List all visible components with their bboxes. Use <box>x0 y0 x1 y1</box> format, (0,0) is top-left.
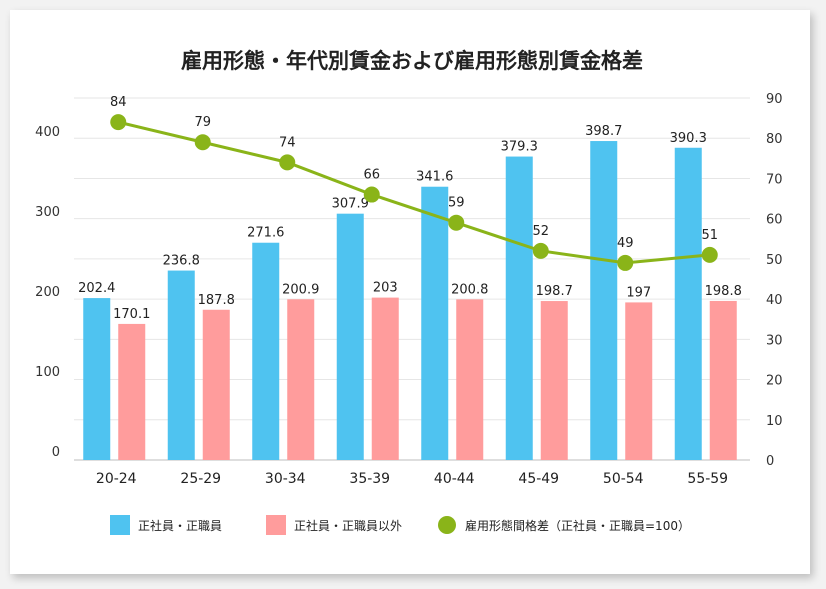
line-series <box>110 114 718 271</box>
line-data-label: 59 <box>448 196 465 211</box>
bar-regular <box>167 270 195 460</box>
bar-non-regular <box>118 323 146 460</box>
legend-label: 雇用形態間格差（正社員・正職員=100） <box>465 518 690 533</box>
bar-non-regular <box>709 300 737 460</box>
right-axis-tick-label: 30 <box>766 333 783 348</box>
right-axis-tick-label: 10 <box>766 414 783 429</box>
legend-swatch <box>438 516 456 534</box>
category-tick-label: 50-54 <box>603 471 644 487</box>
legend-label: 正社員・正職員 <box>138 518 222 533</box>
bar-regular <box>252 242 280 460</box>
line-data-label: 74 <box>279 135 296 150</box>
bar-non-regular <box>287 299 315 460</box>
line-point <box>279 154 296 171</box>
line-data-labels: 84 79 74 66 59 52 49 51 <box>110 95 718 251</box>
bar-non-regular <box>540 301 568 460</box>
line-data-label: 52 <box>532 224 549 239</box>
line-point <box>617 254 634 271</box>
category-tick-label: 35-39 <box>349 471 390 487</box>
category-tick-label: 25-29 <box>180 471 221 487</box>
bar-regular <box>674 147 702 460</box>
right-axis-tick-label: 60 <box>766 213 783 228</box>
left-axis-tick-label: 100 <box>35 365 60 380</box>
line-point <box>532 242 549 259</box>
bar-regular <box>421 186 449 460</box>
line-point <box>194 134 211 151</box>
category-tick-label: 20-24 <box>96 471 137 487</box>
bar-non-regular <box>371 297 399 460</box>
bar-data-label: 271.6 <box>247 226 284 241</box>
category-tick-label: 40-44 <box>434 471 475 487</box>
bar-data-label: 379.3 <box>501 140 538 155</box>
legend-swatch <box>110 515 130 535</box>
bar-non-regular <box>625 302 653 460</box>
bar-series <box>83 141 737 461</box>
right-axis-ticks: 0 10 20 30 40 50 60 70 80 90 <box>766 92 783 469</box>
line-data-label: 49 <box>617 236 634 251</box>
bar-data-label: 202.4 <box>78 281 115 296</box>
bar-regular <box>83 298 111 460</box>
bar-data-label: 198.7 <box>536 284 573 299</box>
left-axis-tick-label: 200 <box>35 285 60 300</box>
category-tick-label: 55-59 <box>687 471 728 487</box>
bar-regular <box>505 156 533 460</box>
legend-swatch <box>266 515 286 535</box>
right-axis-tick-label: 90 <box>766 92 783 107</box>
line-point <box>110 114 127 131</box>
category-tick-label: 30-34 <box>265 471 306 487</box>
bar-data-label: 390.3 <box>670 131 707 146</box>
line-data-label: 84 <box>110 95 127 110</box>
bar-data-label: 197 <box>626 285 651 300</box>
bar-data-label: 341.6 <box>416 170 453 185</box>
bar-data-label: 170.1 <box>113 307 150 322</box>
bar-data-label: 236.8 <box>163 254 200 269</box>
bar-data-label: 307.9 <box>332 197 369 212</box>
right-axis-tick-label: 40 <box>766 293 783 308</box>
legend: 正社員・正職員 正社員・正職員以外 雇用形態間格差（正社員・正職員=100） <box>110 515 690 535</box>
bar-data-label: 200.9 <box>282 282 319 297</box>
legend-label: 正社員・正職員以外 <box>294 518 402 533</box>
right-axis-tick-label: 80 <box>766 132 783 147</box>
line-data-label: 79 <box>194 115 211 130</box>
bar-data-label: 187.8 <box>198 293 235 308</box>
chart-svg: 雇用形態・年代別賃金および雇用形態別賃金格差 0 100 200 300 400 0 10… <box>35 49 783 535</box>
right-axis-tick-label: 70 <box>766 172 783 187</box>
line-point <box>448 214 465 231</box>
chart-card: 雇用形態・年代別賃金および雇用形態別賃金格差 0 100 200 300 400 0 10… <box>10 10 810 574</box>
bar-data-label: 398.7 <box>585 124 622 139</box>
bar-data-labels: 202.4 170.1 236.8 187.8 271.6 200.9 307.9 203 34… <box>78 124 742 322</box>
bar-regular <box>336 213 364 460</box>
bar-data-label: 198.8 <box>705 284 742 299</box>
bar-non-regular <box>456 299 484 460</box>
left-axis-tick-label: 400 <box>35 125 60 140</box>
right-axis-tick-label: 20 <box>766 374 783 389</box>
bar-data-label: 200.8 <box>451 282 488 297</box>
line-point <box>701 246 718 263</box>
line-data-label: 66 <box>363 168 380 183</box>
left-axis-ticks: 0 100 200 300 400 <box>35 125 60 460</box>
line-point <box>363 186 380 203</box>
left-axis-tick-label: 300 <box>35 205 60 220</box>
right-axis-tick-label: 50 <box>766 253 783 268</box>
category-axis: 20-24 25-29 30-34 35-39 40-44 45-49 50-54 55-59 <box>96 471 728 487</box>
right-axis-tick-label: 0 <box>766 454 774 469</box>
line-path <box>117 120 710 265</box>
line-data-label: 51 <box>701 228 718 243</box>
bar-data-label: 203 <box>373 281 398 296</box>
left-axis-tick-label: 0 <box>52 445 60 460</box>
bar-non-regular <box>202 309 230 460</box>
bar-regular <box>590 141 618 461</box>
chart-title: 雇用形態・年代別賃金および雇用形態別賃金格差 <box>181 49 643 73</box>
category-tick-label: 45-49 <box>518 471 559 487</box>
